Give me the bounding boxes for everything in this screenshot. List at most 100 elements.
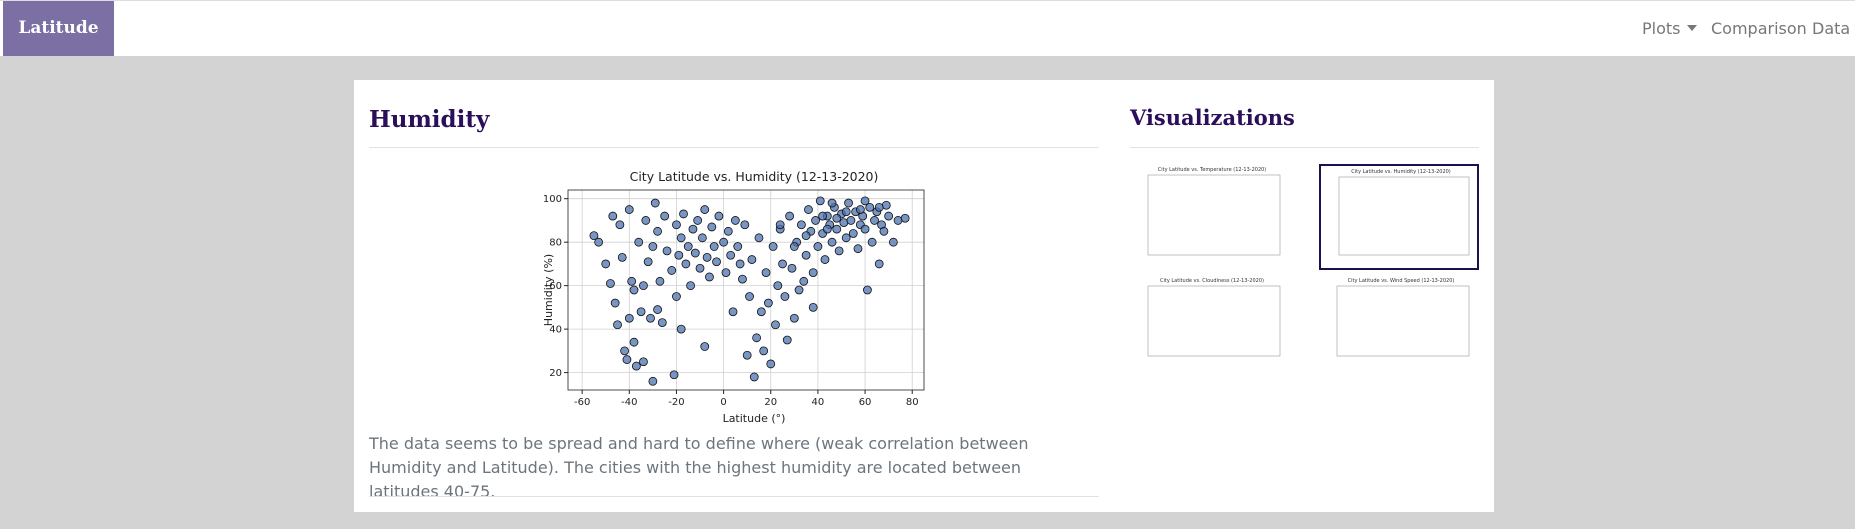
point [646, 313, 655, 323]
point [752, 333, 762, 343]
point [867, 237, 877, 247]
point [782, 335, 792, 345]
point [804, 205, 813, 214]
point [660, 211, 670, 221]
point [766, 359, 776, 369]
nav-plots[interactable]: Plots [1642, 19, 1697, 38]
point [693, 216, 703, 225]
point [738, 274, 747, 284]
thumbnail[interactable]: City Latitude vs. Temperature (12-13-202… [1130, 164, 1292, 270]
thumb-frame [1338, 176, 1470, 256]
divider [369, 147, 1099, 148]
point [841, 233, 851, 243]
section-title: Humidity [369, 106, 490, 133]
point [617, 252, 627, 262]
thumb-svg: City Latitude vs. Cloudiness (12-13-2020… [1147, 278, 1281, 357]
point [846, 216, 856, 225]
point [754, 233, 764, 243]
point [639, 357, 648, 367]
point [700, 205, 710, 214]
point [818, 211, 828, 221]
point [735, 259, 745, 269]
point [742, 350, 752, 360]
point [719, 237, 729, 247]
point [721, 268, 731, 278]
point [808, 268, 818, 278]
point [683, 242, 693, 251]
point [641, 216, 651, 225]
point [589, 231, 599, 241]
point [608, 211, 618, 221]
nav-data[interactable]: Data [1812, 19, 1851, 38]
thumb-frame [1147, 285, 1281, 357]
point [768, 242, 778, 251]
point [634, 237, 644, 247]
x-axis-label: Latitude (°) [723, 412, 786, 425]
chart: City Latitude vs. Humidity (12-13-2020) … [542, 170, 925, 425]
point [853, 244, 863, 254]
point [841, 207, 851, 217]
point [690, 248, 700, 258]
point [726, 250, 736, 260]
nav-plots-label[interactable]: Plots [1642, 19, 1681, 38]
nav-comparison[interactable]: Comparison [1711, 19, 1807, 38]
point [643, 257, 653, 267]
point [763, 298, 773, 308]
point [822, 224, 832, 234]
thumb-title: City Latitude vs. Cloudiness (12-13-2020… [1160, 278, 1264, 284]
point [674, 250, 684, 260]
point [855, 205, 865, 214]
point [730, 216, 740, 225]
point [827, 237, 837, 247]
point [780, 292, 790, 301]
point [613, 320, 622, 330]
point [733, 242, 743, 251]
point [622, 355, 632, 364]
point [653, 226, 662, 236]
point [860, 224, 870, 234]
point [884, 211, 894, 221]
point [801, 250, 811, 260]
point [672, 292, 681, 301]
point [615, 220, 625, 230]
thumbnail[interactable]: City Latitude vs. Cloudiness (12-13-2020… [1130, 276, 1292, 369]
point [657, 318, 667, 328]
point [667, 266, 677, 275]
point [844, 198, 853, 208]
thumbnail[interactable]: City Latitude vs. Wind Speed (12-13-2020… [1319, 276, 1479, 369]
point [801, 231, 811, 241]
point [662, 246, 672, 256]
thumb-title: City Latitude vs. Wind Speed (12-13-2020… [1348, 278, 1455, 284]
point [676, 233, 686, 243]
point [712, 257, 721, 267]
point [820, 255, 830, 264]
point [771, 320, 780, 330]
point [870, 216, 879, 225]
point [610, 298, 620, 308]
point [624, 313, 634, 323]
point [759, 346, 769, 356]
point [785, 211, 795, 221]
x-tick-label: -60 [574, 397, 590, 408]
brand[interactable]: Latitude [3, 1, 114, 56]
point [620, 346, 629, 356]
y-tick-label: 80 [549, 238, 562, 249]
point [631, 361, 641, 371]
point [879, 226, 889, 236]
thumb-svg: City Latitude vs. Humidity (12-13-2020) [1338, 169, 1470, 256]
point [865, 202, 875, 212]
point [874, 202, 884, 212]
point [636, 307, 646, 317]
point [834, 246, 844, 256]
point [653, 305, 662, 314]
point [679, 209, 688, 219]
point [813, 242, 823, 251]
point [700, 342, 710, 351]
thumb-frame [1147, 174, 1281, 256]
point [676, 324, 686, 334]
point [888, 237, 898, 247]
thumb-svg: City Latitude vs. Temperature (12-13-202… [1147, 167, 1281, 256]
point [650, 198, 660, 208]
thumbnail-selected[interactable]: City Latitude vs. Humidity (12-13-2020) [1319, 164, 1479, 270]
